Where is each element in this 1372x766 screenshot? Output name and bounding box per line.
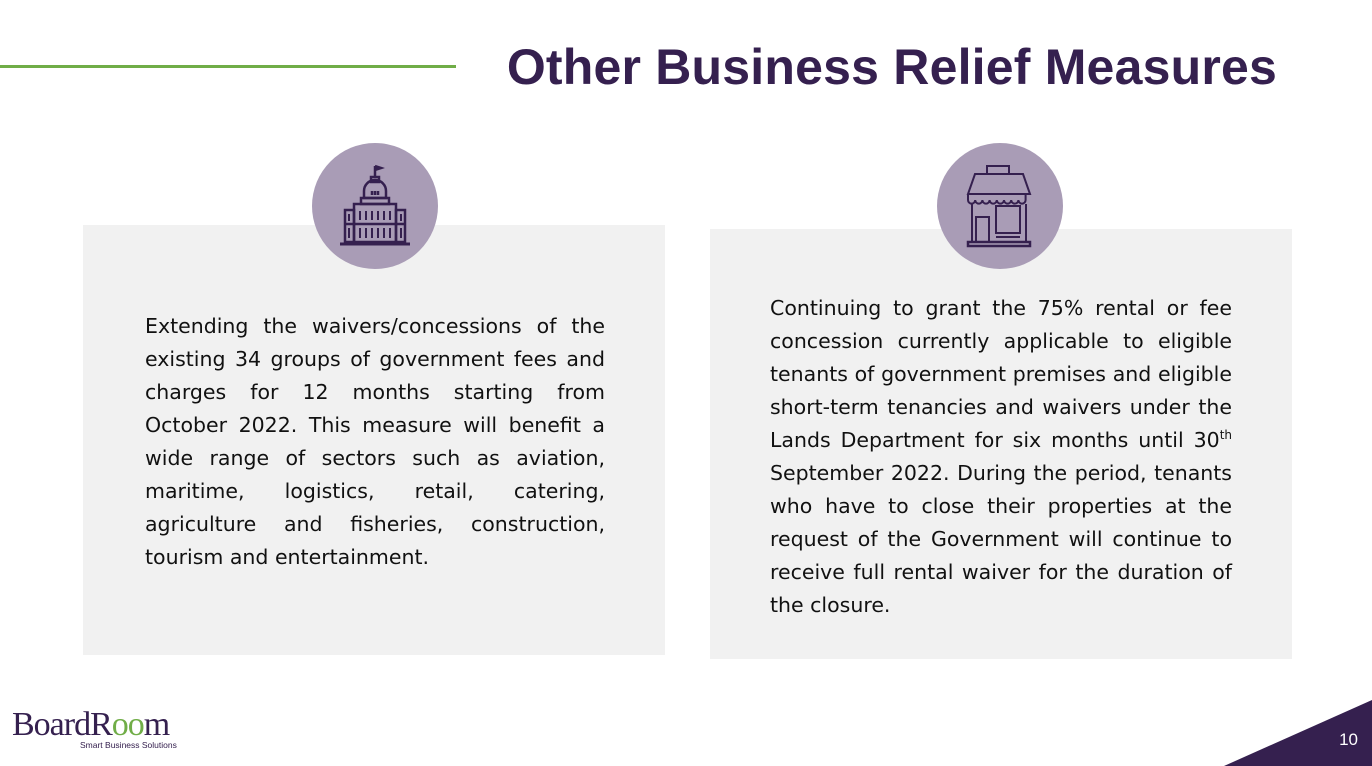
logo-part-green: oo — [111, 706, 145, 743]
logo-part: BoardR — [12, 706, 113, 743]
title-accent-line — [0, 65, 456, 68]
slide-title: Other Business Relief Measures — [506, 39, 1277, 95]
card-text-right: Continuing to grant the 75% rental or fe… — [770, 292, 1232, 622]
icon-circle-left — [312, 143, 438, 269]
logo-wordmark: BoardRoom — [12, 708, 177, 742]
logo-tagline: Smart Business Solutions — [80, 740, 177, 750]
logo-part: m — [143, 706, 170, 743]
icon-circle-right — [937, 143, 1063, 269]
card-text-right-part1: Continuing to grant the 75% rental or fe… — [770, 296, 1232, 452]
card-text-right-part2: September 2022. During the period, tenan… — [770, 461, 1232, 617]
boardroom-logo: BoardRoom Smart Business Solutions — [12, 708, 177, 751]
storefront-icon — [966, 165, 1032, 248]
card-panel-left — [83, 225, 665, 655]
ordinal-suffix: th — [1219, 428, 1232, 443]
corner-triangle — [1224, 700, 1372, 766]
government-building-icon — [340, 164, 410, 246]
card-panel-right — [710, 229, 1292, 659]
page-number: 10 — [1339, 730, 1358, 749]
card-text-left: Extending the waivers/concessions of the… — [145, 314, 605, 569]
